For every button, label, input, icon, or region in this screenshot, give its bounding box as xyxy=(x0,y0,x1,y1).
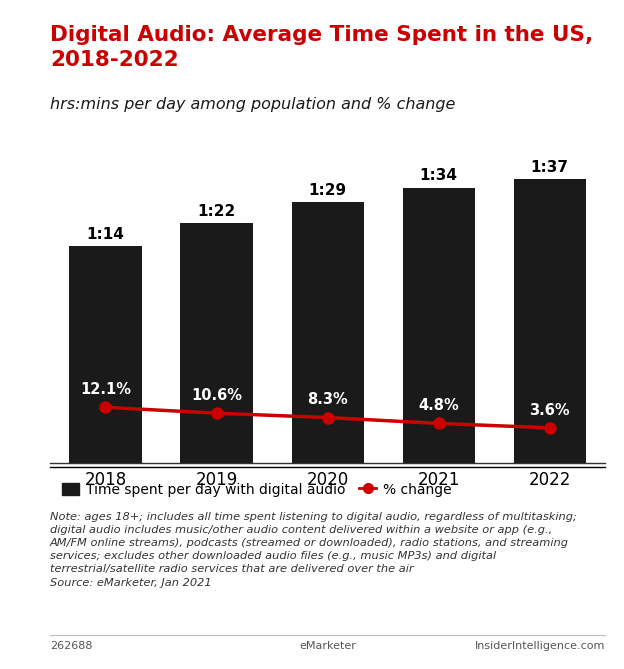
Text: 1:22: 1:22 xyxy=(197,203,236,219)
Text: 1:37: 1:37 xyxy=(531,160,568,175)
Bar xyxy=(291,203,364,463)
Text: eMarketer: eMarketer xyxy=(299,641,356,651)
Text: 10.6%: 10.6% xyxy=(191,388,242,403)
Text: 3.6%: 3.6% xyxy=(529,403,570,417)
Text: hrs:mins per day among population and % change: hrs:mins per day among population and % … xyxy=(50,96,456,112)
Text: InsiderIntelligence.com: InsiderIntelligence.com xyxy=(475,641,605,651)
Text: 4.8%: 4.8% xyxy=(418,398,459,413)
Text: 1:14: 1:14 xyxy=(87,227,124,242)
Text: 1:34: 1:34 xyxy=(420,169,457,183)
Legend: Time spent per day with digital audio, % change: Time spent per day with digital audio, %… xyxy=(57,477,457,502)
Text: 12.1%: 12.1% xyxy=(80,382,131,397)
Text: 1:29: 1:29 xyxy=(308,183,347,198)
Text: 8.3%: 8.3% xyxy=(307,392,348,407)
Bar xyxy=(514,179,586,463)
Text: Note: ages 18+; includes all time spent listening to digital audio, regardless o: Note: ages 18+; includes all time spent … xyxy=(50,512,577,587)
Text: Digital Audio: Average Time Spent in the US,
2018-2022: Digital Audio: Average Time Spent in the… xyxy=(50,25,593,70)
Bar xyxy=(69,246,142,463)
Bar xyxy=(180,223,253,463)
Text: 262688: 262688 xyxy=(50,641,92,651)
Bar xyxy=(402,188,475,463)
